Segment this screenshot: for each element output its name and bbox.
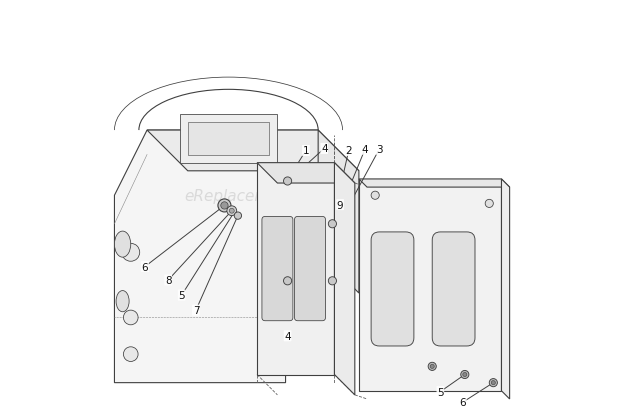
Text: 1: 1	[303, 146, 309, 156]
Circle shape	[294, 205, 309, 219]
Circle shape	[123, 347, 138, 362]
Circle shape	[329, 220, 337, 228]
Bar	[180, 115, 277, 163]
Circle shape	[463, 373, 467, 377]
Text: eReplacementParts.com: eReplacementParts.com	[184, 188, 371, 203]
Circle shape	[218, 200, 231, 212]
Circle shape	[491, 381, 495, 385]
FancyBboxPatch shape	[432, 232, 475, 346]
Polygon shape	[502, 180, 510, 399]
Polygon shape	[147, 131, 359, 171]
Polygon shape	[359, 180, 502, 391]
Text: 4: 4	[321, 144, 327, 154]
Circle shape	[489, 379, 497, 387]
Circle shape	[430, 364, 434, 369]
Text: 4: 4	[285, 331, 291, 341]
Circle shape	[227, 206, 237, 216]
Circle shape	[296, 287, 308, 299]
Polygon shape	[318, 131, 359, 293]
Circle shape	[371, 192, 379, 200]
Polygon shape	[115, 131, 318, 383]
FancyBboxPatch shape	[371, 232, 414, 346]
Polygon shape	[257, 163, 334, 375]
Text: 5: 5	[437, 387, 444, 397]
Circle shape	[221, 202, 228, 209]
Circle shape	[333, 199, 344, 209]
Text: 2: 2	[345, 146, 352, 156]
Circle shape	[234, 212, 242, 220]
Circle shape	[122, 244, 140, 262]
Polygon shape	[334, 163, 355, 395]
Ellipse shape	[116, 291, 129, 312]
Polygon shape	[359, 180, 510, 188]
Text: 7: 7	[193, 306, 199, 315]
Bar	[340, 218, 351, 228]
Circle shape	[123, 310, 138, 325]
Text: 5: 5	[179, 290, 185, 300]
Ellipse shape	[115, 231, 131, 258]
Polygon shape	[257, 163, 355, 184]
FancyBboxPatch shape	[294, 217, 326, 321]
Circle shape	[283, 277, 291, 285]
Text: 3: 3	[376, 145, 383, 155]
Circle shape	[428, 362, 436, 371]
FancyBboxPatch shape	[262, 217, 293, 321]
Text: 6: 6	[459, 397, 466, 407]
Circle shape	[485, 200, 494, 208]
Circle shape	[229, 209, 234, 213]
Text: 6: 6	[142, 262, 148, 272]
Circle shape	[333, 247, 344, 258]
Circle shape	[461, 371, 469, 379]
Bar	[188, 123, 269, 155]
Text: 4: 4	[361, 145, 368, 155]
Text: 8: 8	[165, 275, 172, 285]
Circle shape	[329, 277, 337, 285]
Circle shape	[283, 178, 291, 186]
Text: 9: 9	[337, 200, 343, 210]
